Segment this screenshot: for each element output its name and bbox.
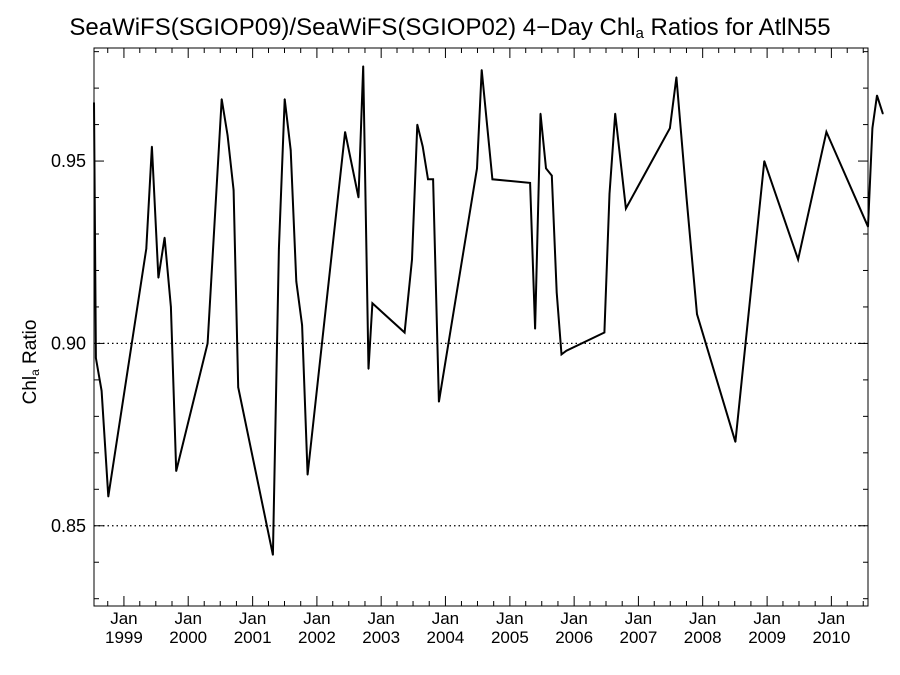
data-point [163, 236, 166, 239]
series-layer [93, 65, 884, 556]
data-point [175, 470, 177, 472]
data-point [491, 178, 494, 181]
data-point [306, 473, 309, 476]
x-tick-label-year: 2009 [748, 628, 786, 647]
data-point [608, 193, 611, 195]
data-point [100, 390, 103, 392]
x-tick-label-month: Jan [367, 609, 394, 628]
data-point [107, 495, 110, 498]
data-point [427, 178, 429, 181]
data-point [669, 127, 671, 129]
data-point [367, 368, 370, 370]
data-point [289, 149, 292, 151]
data-point [416, 123, 419, 126]
data-point [614, 112, 616, 115]
x-tick-label-year: 2005 [491, 628, 529, 647]
x-tick-label-year: 2010 [812, 628, 850, 647]
y-tick-label: 0.90 [51, 333, 86, 353]
data-point [344, 131, 346, 133]
data-point [272, 554, 274, 556]
data-point [555, 291, 558, 294]
x-tick-label-month: Jan [239, 609, 266, 628]
data-point [534, 328, 536, 330]
series-line [93, 66, 884, 556]
data-point [220, 98, 223, 100]
data-point [476, 167, 478, 170]
data-point [565, 349, 568, 352]
x-tick-label-month: Jan [818, 609, 845, 628]
data-point [825, 131, 828, 133]
data-point [411, 258, 413, 261]
data-point [734, 441, 737, 443]
y-tick-label: 0.95 [51, 151, 86, 171]
data-point [696, 313, 698, 316]
data-point [438, 401, 440, 403]
x-tick-label-month: Jan [174, 609, 201, 628]
chart-title: SeaWiFS(SGIOP09)/SeaWiFS(SGIOP02) 4−Day … [69, 14, 831, 42]
data-point [685, 196, 688, 199]
x-tick-label-year: 2001 [234, 628, 272, 647]
data-point [357, 196, 360, 199]
data-point [529, 182, 531, 184]
data-point [480, 69, 483, 71]
data-point [283, 98, 286, 100]
data-point [432, 178, 434, 181]
x-tick-label-year: 2000 [169, 628, 207, 647]
data-point [145, 247, 148, 250]
axes: 0.850.900.95Jan1999Jan2000Jan2001Jan2002… [51, 48, 868, 647]
data-point [421, 145, 424, 148]
y-tick-label: 0.85 [51, 516, 86, 536]
data-point [95, 357, 97, 359]
x-tick-label-month: Jan [496, 609, 523, 628]
x-tick-label-year: 2002 [298, 628, 336, 647]
data-point [560, 353, 563, 356]
data-point [278, 247, 280, 250]
data-point [603, 331, 606, 334]
data-point [625, 207, 627, 210]
data-point [763, 160, 766, 162]
x-tick-label-year: 2008 [684, 628, 722, 647]
x-tick-label-year: 2004 [427, 628, 465, 647]
x-tick-label-month: Jan [560, 609, 587, 628]
data-point [882, 112, 884, 115]
x-tick-label-month: Jan [753, 609, 780, 628]
x-tick-label-month: Jan [689, 609, 716, 628]
data-point [295, 280, 298, 283]
data-point [371, 302, 374, 305]
data-point [157, 277, 160, 279]
data-point [545, 167, 547, 170]
data-point [876, 94, 878, 97]
x-tick-label-year: 1999 [105, 628, 143, 647]
data-point [237, 386, 239, 389]
data-point [871, 127, 874, 129]
data-point [362, 65, 365, 67]
data-point [232, 189, 235, 191]
data-point [403, 331, 406, 334]
data-point [539, 112, 542, 115]
data-point [170, 306, 172, 308]
x-tick-label-year: 2007 [619, 628, 657, 647]
data-point [675, 76, 678, 78]
x-tick-label-month: Jan [432, 609, 459, 628]
data-point [206, 342, 209, 345]
data-point [301, 324, 303, 327]
x-tick-label-year: 2006 [555, 628, 593, 647]
x-tick-label-month: Jan [110, 609, 137, 628]
plot-frame [93, 47, 869, 607]
x-tick-label-month: Jan [303, 609, 330, 628]
x-tick-label-month: Jan [625, 609, 652, 628]
data-point [551, 174, 553, 177]
reference-lines [94, 342, 868, 527]
data-point [151, 145, 153, 148]
data-point [797, 258, 799, 261]
x-tick-label-year: 2003 [362, 628, 400, 647]
data-point [226, 134, 229, 137]
